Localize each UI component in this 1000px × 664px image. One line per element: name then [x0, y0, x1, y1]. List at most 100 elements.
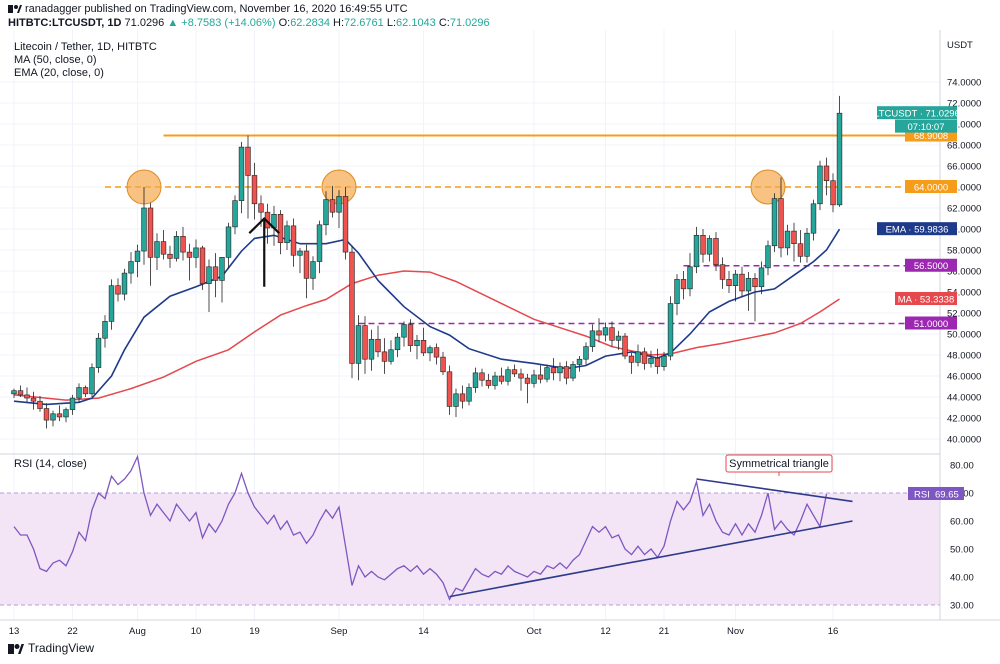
- price-tick-label: 48.0000: [947, 351, 981, 362]
- time-tick-label: 16: [828, 626, 839, 637]
- price-tick-label: 54.0000: [947, 288, 981, 299]
- symbol-label: HITBTC:LTCUSDT, 1D: [8, 17, 122, 29]
- candle-body: [641, 351, 648, 364]
- rsi-tick-label: 50.00: [950, 545, 974, 556]
- level-tag: [905, 316, 957, 330]
- callout-text: Symmetrical triangle: [729, 458, 829, 470]
- candle-body: [505, 369, 511, 382]
- candle-body: [407, 324, 414, 346]
- candle-body: [232, 200, 238, 228]
- price-tag: [895, 119, 957, 133]
- candle-body: [472, 372, 479, 388]
- price-tick-label: 46.0000: [947, 372, 981, 383]
- ma-layer: [13, 228, 841, 406]
- candle-body: [791, 230, 797, 245]
- candle-body: [121, 272, 128, 295]
- price-tick-label: 58.0000: [947, 246, 981, 257]
- rsi-trend-line: [449, 520, 853, 598]
- candle-body: [485, 379, 492, 386]
- candle-body: [82, 387, 89, 395]
- candle-body: [817, 165, 823, 205]
- candle-body: [609, 327, 615, 341]
- candle-body: [440, 356, 446, 373]
- candle-body: [323, 199, 329, 226]
- candle-body: [498, 375, 505, 382]
- time-tick-label: 21: [659, 626, 670, 637]
- candle-body: [69, 397, 76, 410]
- candle-body: [635, 351, 641, 363]
- candle-body: [719, 264, 726, 280]
- candle-body: [557, 366, 563, 374]
- candle-body: [784, 230, 791, 249]
- time-tick-label: 14: [418, 626, 429, 637]
- level-tag: [905, 180, 957, 193]
- publish-header: ranadagger published on TradingView.com,…: [0, 0, 1000, 32]
- candle-body: [446, 371, 453, 407]
- candle-body: [277, 214, 284, 243]
- rsi-tag-label: RSI: [914, 489, 930, 500]
- candle-body: [329, 199, 336, 213]
- rsi-tick-label: 30.00: [950, 601, 974, 612]
- price-tick-label: 56.0000: [947, 267, 981, 278]
- level-tag-text: 64.0000: [914, 182, 948, 193]
- price-tag: [877, 222, 957, 236]
- candle-body: [583, 346, 589, 360]
- chart-canvas[interactable]: 40.0000 42.0000 44.0000 46.0000 48.0000 50.00…: [0, 30, 1000, 638]
- rsi-current-tag: [908, 486, 964, 500]
- time-tick-label: 19: [249, 626, 260, 637]
- rsi-band: [0, 492, 940, 606]
- price-tick-label: 66.0000: [947, 162, 981, 173]
- time-tick-label: 10: [191, 626, 202, 637]
- candle-body: [602, 327, 609, 336]
- price-tag-text: EMA · 59.9836: [886, 224, 949, 235]
- rsi-tick-label: 40.00: [950, 573, 974, 584]
- arrow-head: [248, 216, 280, 234]
- candle-body: [654, 357, 661, 367]
- candle-body: [199, 247, 206, 284]
- candle-body: [56, 413, 63, 418]
- candle-body: [537, 374, 544, 380]
- candle-body: [154, 241, 160, 258]
- rsi-tick-label: 60.00: [950, 517, 974, 528]
- candle-body: [167, 253, 173, 259]
- candle-body: [225, 226, 232, 258]
- candle-body: [544, 367, 550, 380]
- candle-body: [297, 250, 303, 256]
- time-tick-label: Oct: [527, 626, 542, 637]
- price-change: ▲ +8.7583 (+14.06%): [167, 17, 276, 29]
- candle-body: [830, 180, 836, 206]
- candle-body: [160, 241, 167, 255]
- candle-body: [43, 408, 50, 421]
- candle-body: [648, 357, 654, 364]
- candle-body: [628, 355, 635, 363]
- price-tick-label: 70.0000: [947, 120, 981, 131]
- price-tick-label: 60.0000: [947, 225, 981, 236]
- currency-label: USDT: [947, 40, 973, 51]
- candle-body: [596, 330, 602, 336]
- candle-body: [115, 285, 121, 295]
- candle-body: [576, 358, 583, 365]
- candle-body: [219, 257, 225, 281]
- candle-body: [804, 232, 810, 257]
- candle-body: [284, 225, 290, 243]
- candle-body: [745, 278, 752, 292]
- candle-body: [693, 235, 700, 268]
- tradingview-mark-icon: [8, 643, 24, 654]
- price-tick-label: 68.0000: [947, 141, 981, 152]
- time-tick-label: 13: [9, 626, 20, 637]
- close-value: 71.0296: [449, 17, 490, 29]
- time-tick-label: 22: [67, 626, 78, 637]
- highlight-circle: [750, 169, 786, 205]
- footer-brand-text: TradingView: [28, 641, 95, 655]
- low-value: 62.1043: [396, 17, 436, 29]
- candle-body: [615, 335, 622, 341]
- candle-body: [245, 146, 251, 176]
- horizontal-levels: [105, 134, 940, 325]
- level-tag-text: 56.5000: [914, 261, 948, 272]
- candle-body: [290, 225, 297, 256]
- candle-body: [427, 347, 433, 354]
- candle-body: [63, 409, 69, 418]
- low-label: L:: [386, 17, 397, 29]
- candle-body: [453, 393, 459, 407]
- candle-body: [570, 364, 576, 379]
